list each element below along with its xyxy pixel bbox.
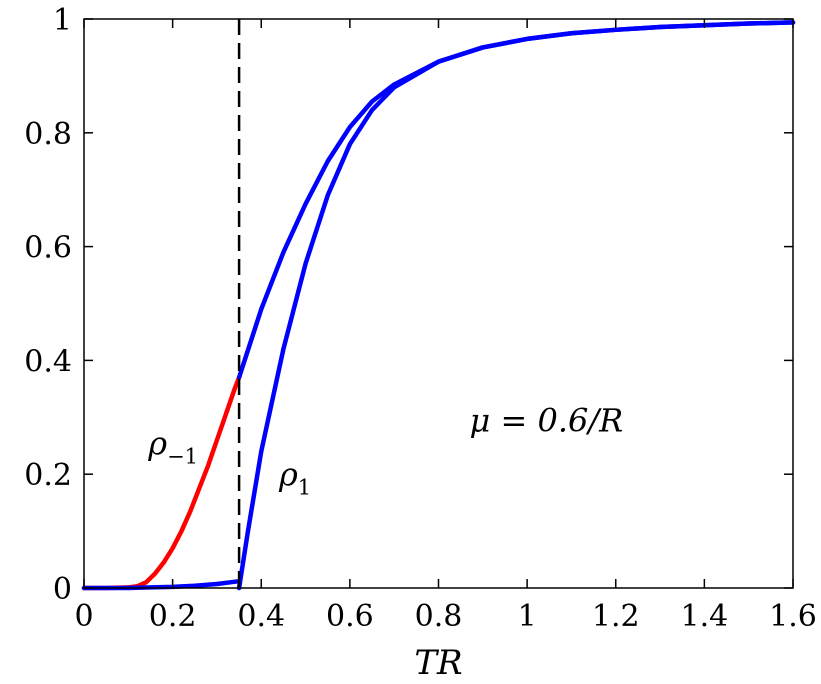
x-tick-label: 0.6 — [326, 599, 374, 634]
x-tick-label: 0.8 — [415, 599, 463, 634]
x-axis-label: TR — [414, 643, 462, 683]
ticks-layer — [83, 18, 794, 589]
annotation-0: ρ−1 — [147, 424, 198, 468]
annotations-layer: ρ−1 ρ1 μ = 0.6/R — [147, 402, 623, 500]
x-tick-label: 0 — [74, 599, 93, 634]
annotation-subscript: 1 — [298, 476, 311, 500]
series-line-1 — [81, 578, 242, 591]
x-tick-label: 0.4 — [237, 599, 285, 634]
y-tick-label: 0.2 — [24, 458, 72, 493]
series-line-2 — [236, 20, 796, 380]
y-tick-label: 0.4 — [24, 344, 72, 379]
y-tick-label: 0.8 — [24, 117, 72, 152]
x-tick-label: 1.2 — [592, 599, 640, 634]
y-tick-label: 1 — [53, 3, 72, 38]
y-tick-label: 0.6 — [24, 231, 72, 266]
annotation-2: μ = 0.6/R — [470, 402, 624, 440]
series-line-0 — [81, 375, 242, 591]
x-tick-label: 1 — [518, 599, 537, 634]
tick-labels-layer: 0 0.2 0.4 0.6 0.8 1 1.2 1.4 1.6 0 0.2 0.4 0.6 0.8 1 — [24, 3, 817, 634]
plot-frame — [83, 18, 794, 589]
x-tick-label: 1.6 — [769, 599, 817, 634]
annotation-subscript: −1 — [167, 444, 198, 468]
x-tick-label: 0.2 — [149, 599, 197, 634]
series-line-3 — [236, 20, 796, 591]
annotation-1: ρ1 — [278, 456, 311, 500]
y-tick-label: 0 — [53, 572, 72, 607]
x-tick-label: 1.4 — [681, 599, 729, 634]
curves-layer — [81, 20, 796, 591]
